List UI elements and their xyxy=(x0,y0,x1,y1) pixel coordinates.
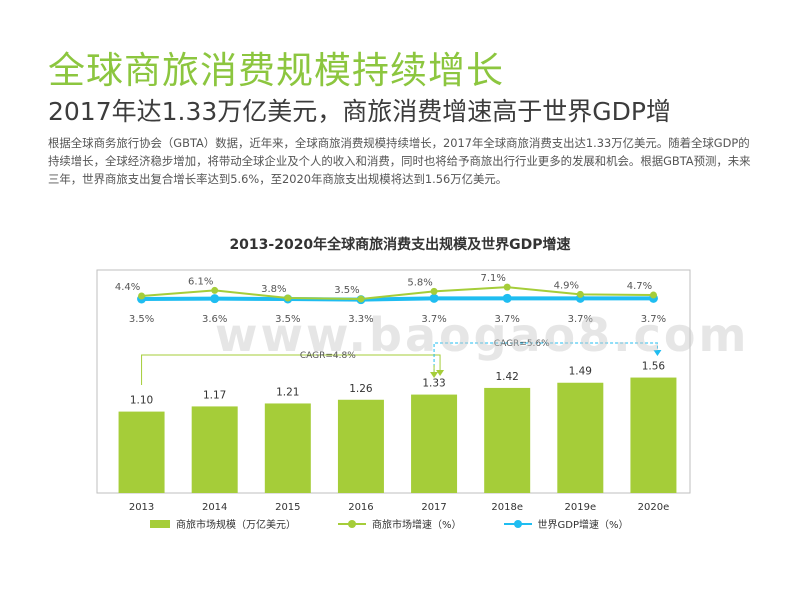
bar xyxy=(191,406,238,493)
market-growth-point xyxy=(576,290,584,298)
bar-value-label: 1.42 xyxy=(495,371,518,383)
body-paragraph: 根据全球商务旅行协会（GBTA）数据，近年来，全球商旅消费规模持续增长，2017… xyxy=(48,136,751,186)
bar xyxy=(118,411,165,493)
market-growth-point xyxy=(503,283,511,291)
bar xyxy=(337,399,384,493)
legend-label-market-growth: 商旅市场增速（%） xyxy=(372,520,462,531)
market-growth-label: 3.8% xyxy=(261,284,286,295)
x-tick-label: 2013 xyxy=(129,502,154,513)
bar xyxy=(411,394,458,493)
legend-item-market-growth: 商旅市场增速（%） xyxy=(338,516,462,531)
bar-value-label: 1.49 xyxy=(569,366,592,378)
market-growth-label: 3.5% xyxy=(334,285,359,296)
watermark: www.baogao8.com xyxy=(215,308,750,362)
market-growth-label: 7.1% xyxy=(480,273,505,284)
gdp-growth-label: 3.7% xyxy=(641,314,666,325)
market-growth-label: 6.1% xyxy=(188,276,213,287)
page-subtitle: 2017年达1.33万亿美元，商旅消费增速高于世界GDP增 xyxy=(48,97,671,126)
legend-label-gdp-growth: 世界GDP增速（%） xyxy=(537,520,629,531)
legend-swatch-gdp xyxy=(503,519,532,529)
legend-item-gdp-growth: 世界GDP增速（%） xyxy=(503,516,629,531)
legend-item-market-size: 商旅市场规模（万亿美元） xyxy=(150,516,296,531)
market-growth-line xyxy=(141,286,654,301)
bar-value-label: 1.56 xyxy=(642,361,666,373)
legend-swatch-growth xyxy=(338,519,366,529)
cagr-label-1: CAGR=4.8% xyxy=(300,351,356,361)
page-title: 全球商旅消费规模持续增长 xyxy=(48,49,504,92)
bar xyxy=(630,377,677,493)
bar xyxy=(264,403,311,493)
gdp-growth-label: 3.7% xyxy=(494,314,519,325)
legend-label-market-size: 商旅市场规模（万亿美元） xyxy=(176,520,296,531)
cagr-arrow-2 xyxy=(653,350,662,356)
cagr-label-2: CAGR=5.6% xyxy=(494,339,550,349)
x-tick-label: 2017 xyxy=(421,502,446,513)
market-growth-point xyxy=(211,286,219,294)
legend-swatch-bar xyxy=(150,519,170,528)
cagr-bracket-1 xyxy=(141,354,441,385)
bar-value-label: 1.26 xyxy=(349,383,373,395)
gdp-growth-label: 3.3% xyxy=(348,314,373,325)
market-growth-label: 4.4% xyxy=(115,282,140,293)
market-growth-point xyxy=(430,287,438,295)
bar xyxy=(484,387,531,493)
market-growth-point xyxy=(284,294,292,302)
bar-value-label: 1.17 xyxy=(203,389,226,401)
chart-title: 2013-2020年全球商旅消费支出规模及世界GDP增速 xyxy=(229,237,571,253)
market-growth-point xyxy=(649,291,657,299)
gdp-growth-point xyxy=(502,293,512,303)
market-growth-label: 4.7% xyxy=(627,281,652,292)
bar xyxy=(557,382,604,493)
market-growth-label: 4.9% xyxy=(554,280,579,291)
gdp-growth-label: 3.6% xyxy=(202,314,227,325)
gdp-growth-point xyxy=(210,294,220,304)
gdp-growth-label: 3.5% xyxy=(129,314,154,325)
gdp-growth-point xyxy=(429,293,439,303)
x-tick-label: 2019e xyxy=(565,502,597,513)
bar-value-label: 1.21 xyxy=(276,386,299,398)
x-tick-label: 2015 xyxy=(275,502,300,513)
bar-value-label: 1.10 xyxy=(130,395,153,407)
gdp-growth-label: 3.5% xyxy=(275,314,300,325)
x-tick-label: 2016 xyxy=(348,502,373,513)
market-growth-point xyxy=(357,295,365,303)
x-tick-label: 2018e xyxy=(491,502,523,513)
market-growth-label: 5.8% xyxy=(407,277,432,288)
x-tick-label: 2014 xyxy=(202,502,227,513)
gdp-growth-label: 3.7% xyxy=(568,314,593,325)
cagr-bracket-2 xyxy=(433,342,658,372)
cagr-arrow-1 xyxy=(436,370,445,376)
gdp-growth-label: 3.7% xyxy=(421,314,446,325)
chart-legend: 商旅市场规模（万亿美元） 商旅市场增速（%） 世界GDP增速（%） xyxy=(150,516,629,531)
gdp-growth-line xyxy=(141,296,654,302)
x-tick-label: 2020e xyxy=(638,502,670,513)
market-growth-point xyxy=(138,292,146,300)
cagr-start-arrow-2 xyxy=(430,372,439,378)
bar-value-label: 1.33 xyxy=(422,378,445,390)
